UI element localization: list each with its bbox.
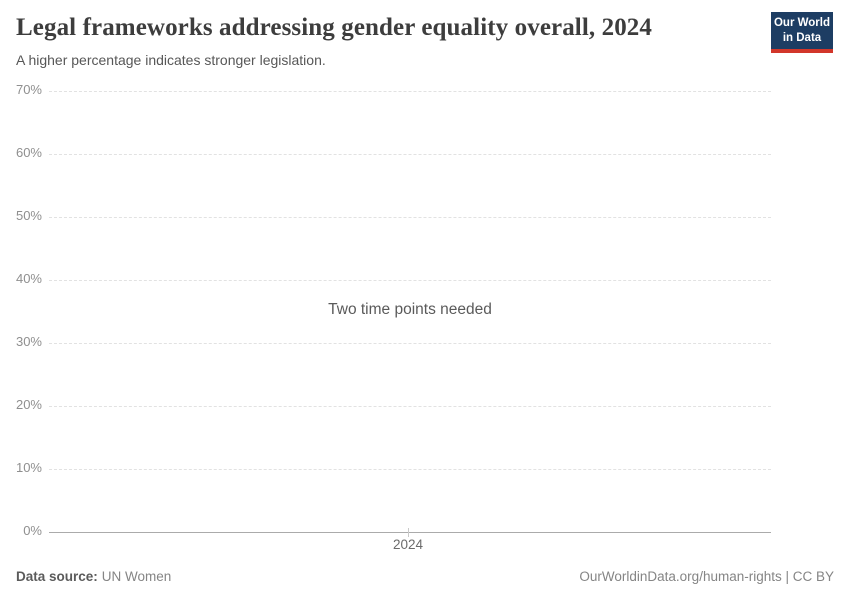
y-axis-tick-label: 40% (15, 271, 42, 286)
owid-logo-line2: in Data (782, 31, 822, 44)
gridline (49, 343, 771, 344)
x-axis-line (49, 532, 771, 533)
credit-line: OurWorldinData.org/human-rights | CC BY (579, 569, 834, 584)
gridline (49, 406, 771, 407)
y-axis-tick-label: 50% (15, 208, 42, 223)
chart-subtitle: A higher percentage indicates stronger l… (16, 52, 326, 68)
data-source-label: Data source: (16, 569, 98, 584)
gridline (49, 154, 771, 155)
gridline (49, 469, 771, 470)
y-axis-tick-label: 70% (15, 82, 42, 97)
data-source-value: UN Women (101, 569, 172, 584)
x-axis-tick-mark (408, 528, 409, 537)
owid-logo: Our World in Data (771, 12, 833, 53)
x-axis-tick-label: 2024 (392, 537, 424, 552)
y-axis-tick-label: 0% (23, 523, 42, 538)
y-axis-tick-label: 20% (15, 397, 42, 412)
chart-footer: Data source: UN Women OurWorldinData.org/… (16, 569, 834, 584)
y-axis-tick-label: 30% (15, 334, 42, 349)
empty-state-message: Two time points needed (328, 301, 492, 318)
gridline (49, 91, 771, 92)
gridline (49, 280, 771, 281)
chart-title: Legal frameworks addressing gender equal… (16, 14, 652, 41)
gridline (49, 217, 771, 218)
data-source: Data source: UN Women (16, 569, 171, 584)
y-axis-tick-label: 10% (15, 460, 42, 475)
y-axis-tick-label: 60% (15, 145, 42, 160)
owid-logo-line1: Our World (773, 17, 830, 29)
